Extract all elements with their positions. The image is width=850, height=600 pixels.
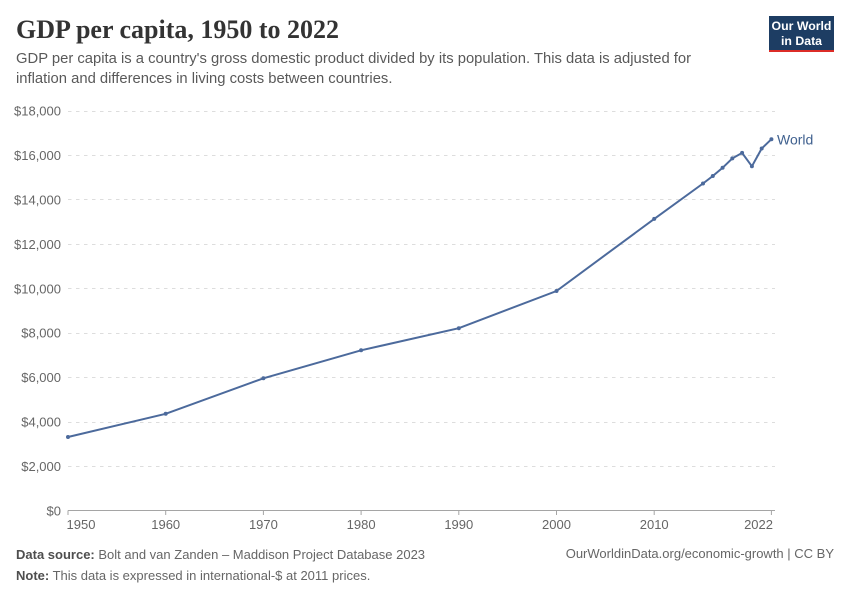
svg-text:$0: $0: [47, 504, 61, 519]
svg-text:$4,000: $4,000: [21, 415, 61, 430]
svg-text:2000: 2000: [542, 517, 571, 532]
svg-text:$10,000: $10,000: [14, 281, 61, 296]
svg-text:$8,000: $8,000: [21, 326, 61, 341]
svg-text:1990: 1990: [444, 517, 473, 532]
svg-text:$14,000: $14,000: [14, 192, 61, 207]
svg-text:$6,000: $6,000: [21, 370, 61, 385]
svg-text:1960: 1960: [151, 517, 180, 532]
svg-text:1970: 1970: [249, 517, 278, 532]
svg-text:World: World: [777, 132, 813, 148]
svg-text:1950: 1950: [67, 517, 96, 532]
svg-text:$12,000: $12,000: [14, 237, 61, 252]
svg-text:$2,000: $2,000: [21, 459, 61, 474]
svg-text:2010: 2010: [640, 517, 669, 532]
svg-text:2022: 2022: [744, 517, 773, 532]
svg-text:1980: 1980: [347, 517, 376, 532]
svg-text:$16,000: $16,000: [14, 148, 61, 163]
svg-text:$18,000: $18,000: [14, 104, 61, 119]
